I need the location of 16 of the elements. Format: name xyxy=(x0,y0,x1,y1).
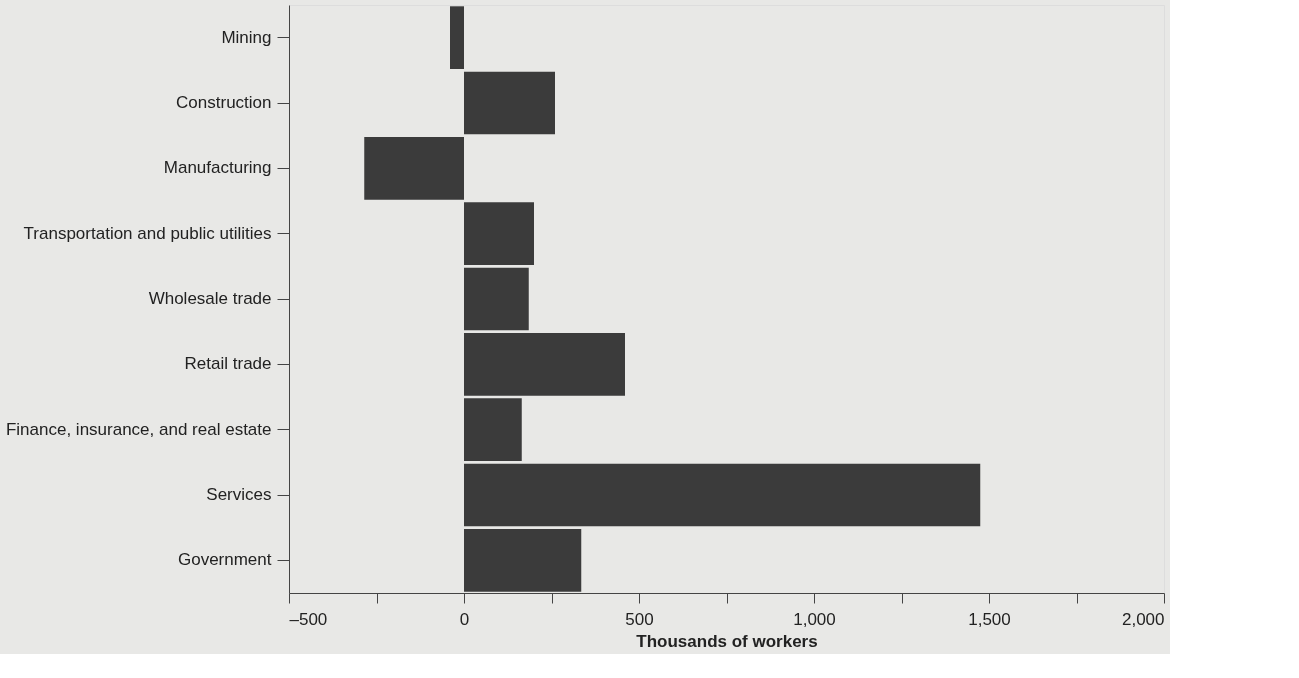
x-tick-label: 2,000 xyxy=(1121,609,1165,629)
y-tick-label: Services xyxy=(206,485,272,504)
x-tick-label: –500 xyxy=(289,609,328,629)
y-tick-label: Transportation and public utilities xyxy=(23,223,272,243)
y-tick-label: Government xyxy=(177,550,272,570)
x-tick-label: 0 xyxy=(459,609,470,629)
x-tick-label: 1,000 xyxy=(793,609,836,629)
y-tick-label: Manufacturing xyxy=(163,158,272,178)
y-tick-label: Finance, insurance, and real estate xyxy=(5,419,272,439)
y-tick-label: Retail trade xyxy=(184,354,272,374)
y-tick-label: Mining xyxy=(221,27,272,47)
x-tick-label: 500 xyxy=(625,609,654,629)
y-tick-label: Wholesale trade xyxy=(148,289,272,308)
x-axis-title: Thousands of workers xyxy=(636,631,818,651)
y-tick-label: Construction xyxy=(176,93,272,112)
x-tick-label: 1,500 xyxy=(968,609,1011,629)
